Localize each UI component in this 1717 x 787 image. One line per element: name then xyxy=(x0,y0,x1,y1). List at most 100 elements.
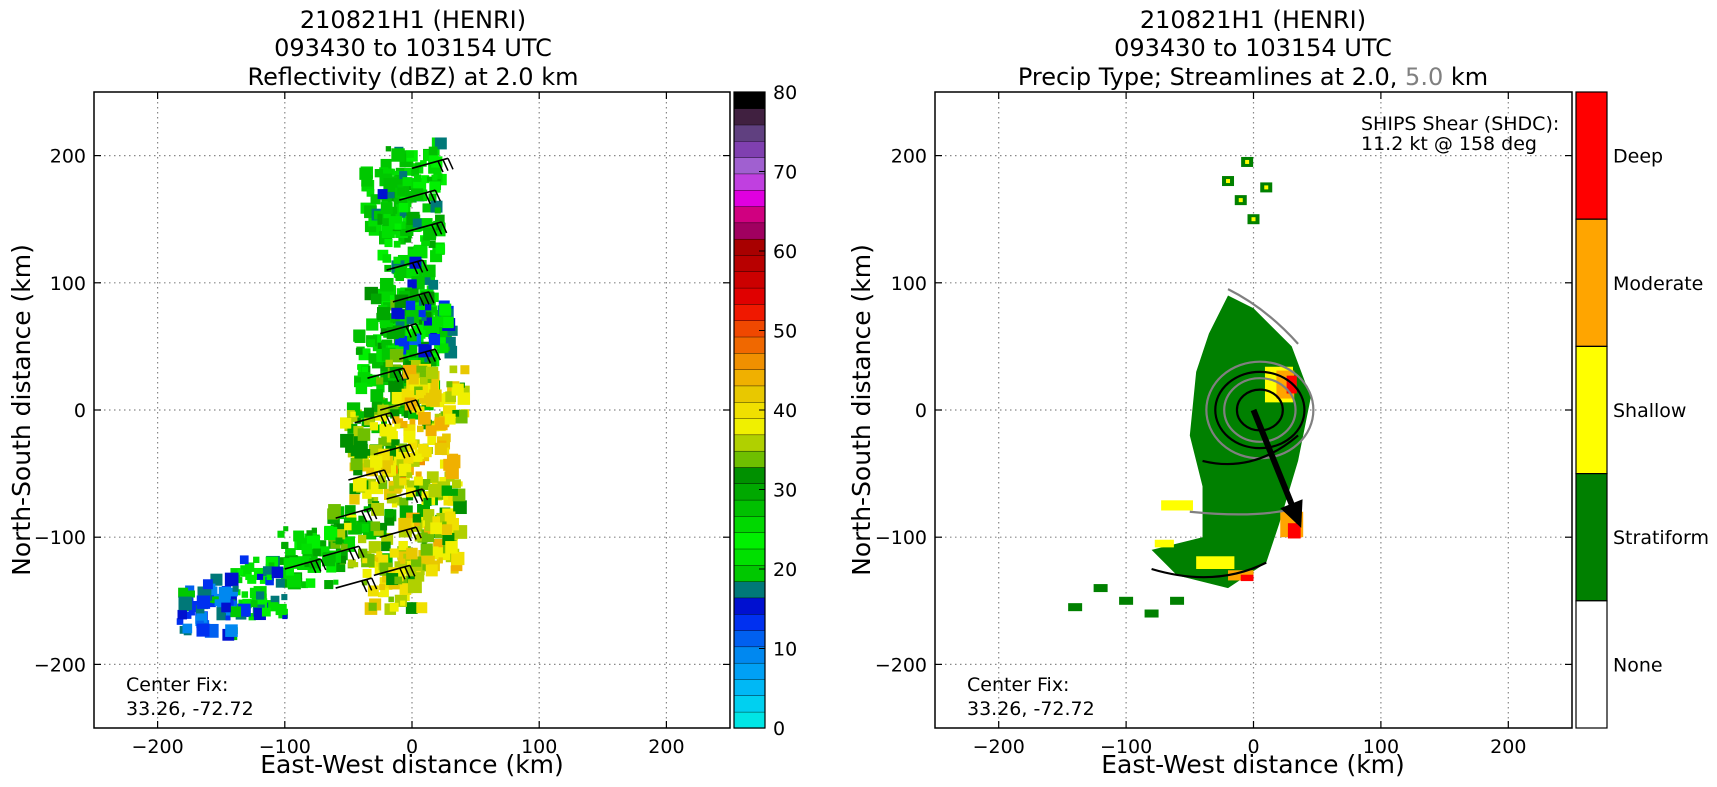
reflectivity-cell xyxy=(409,418,416,425)
reflectivity-cell xyxy=(404,167,413,176)
reflectivity-cell xyxy=(414,449,425,459)
wind-barb-flag xyxy=(397,369,405,381)
reflectivity-cell xyxy=(432,316,444,327)
precip-type-ytick-label: 200 xyxy=(891,146,927,168)
wind-barb-flag xyxy=(434,348,441,361)
reflectivity-cell xyxy=(381,541,391,552)
reflectivity-cell xyxy=(333,560,346,573)
stratiform-patch xyxy=(1170,596,1185,605)
reflectivity-cell xyxy=(270,595,280,605)
wind-barb-shaft xyxy=(335,507,372,519)
reflectivity-cell xyxy=(367,339,376,348)
reflectivity-cell xyxy=(240,565,252,577)
reflectivity-cell xyxy=(384,238,393,248)
reflectivity-cell xyxy=(350,411,356,418)
reflectivity-cell xyxy=(398,202,409,213)
reflectivity-cell xyxy=(196,611,208,623)
reflectivity-cell xyxy=(443,494,455,506)
colorbar-tick-label: 80 xyxy=(773,82,797,104)
precip-deep-cell xyxy=(1287,523,1301,539)
reflectivity-grid xyxy=(94,92,730,728)
wind-barb-flag xyxy=(409,444,416,456)
reflectivity-cell xyxy=(384,514,393,522)
reflectivity-cell xyxy=(176,618,184,625)
reflectivity-cell xyxy=(251,596,258,603)
reflectivity-cell xyxy=(225,615,231,621)
reflectivity-cell xyxy=(354,377,361,384)
colorbar-cell xyxy=(733,271,766,289)
reflectivity-cell xyxy=(353,466,363,476)
reflectivity-cell xyxy=(397,207,409,218)
reflectivity-cell xyxy=(378,448,390,461)
wind-barb-shaft xyxy=(354,411,391,424)
reflectivity-cell xyxy=(374,169,384,178)
reflectivity-cell xyxy=(337,555,347,564)
reflectivity-cell xyxy=(230,606,242,618)
wind-barb-flag xyxy=(416,490,424,502)
reflectivity-cell xyxy=(415,365,428,378)
wind-barb-flag xyxy=(442,159,449,172)
reflectivity-cell xyxy=(391,439,400,448)
reflectivity-cell xyxy=(285,548,296,559)
wind-barb-flag xyxy=(415,526,422,539)
reflectivity-cell xyxy=(407,279,417,289)
reflectivity-cell xyxy=(407,480,415,488)
reflectivity-cell xyxy=(442,433,451,443)
reflectivity-cell xyxy=(357,428,371,441)
colorbar-cell xyxy=(733,499,766,517)
reflectivity-cell xyxy=(413,476,423,486)
reflectivity-cell xyxy=(451,559,463,572)
precip-type-xtick-label: 200 xyxy=(1490,736,1526,758)
streamline xyxy=(1223,377,1297,443)
reflectivity-title-line-1: 210821H1 (HENRI) xyxy=(300,6,526,34)
reflectivity-cell xyxy=(376,377,384,385)
wind-barbs xyxy=(284,157,454,593)
wind-barb-flag xyxy=(320,558,327,571)
reflectivity-cell xyxy=(257,573,264,580)
reflectivity-cell xyxy=(184,611,192,619)
reflectivity-cell xyxy=(262,566,273,577)
reflectivity-cell xyxy=(426,471,439,484)
reflectivity-cell xyxy=(421,315,427,321)
reflectivity-cell xyxy=(399,171,408,180)
reflectivity-cell xyxy=(275,578,285,588)
reflectivity-cell xyxy=(309,558,320,569)
reflectivity-ytick-label: −200 xyxy=(34,654,86,676)
wind-barb-flag xyxy=(411,262,419,275)
reflectivity-cell xyxy=(406,150,414,158)
reflectivity-cell xyxy=(311,554,318,562)
reflectivity-cell xyxy=(210,573,223,586)
reflectivity-cell xyxy=(420,543,433,556)
reflectivity-cell xyxy=(381,339,393,351)
reflectivity-cell xyxy=(333,579,339,585)
wind-barb-flag xyxy=(435,223,443,235)
wind-barb-flag xyxy=(409,565,416,577)
reflectivity-cell xyxy=(362,489,372,499)
category-swatch xyxy=(1575,345,1608,475)
reflectivity-cell xyxy=(253,556,260,564)
shallow-patch xyxy=(1245,159,1250,164)
stratiform-region xyxy=(1151,295,1311,589)
reflectivity-xtick-label: 200 xyxy=(648,736,684,758)
reflectivity-cell xyxy=(406,331,417,342)
reflectivity-cell xyxy=(421,237,430,246)
precip-type-y-axis-label: North-South distance (km) xyxy=(847,244,876,576)
reflectivity-cell xyxy=(393,496,402,506)
reflectivity-cell xyxy=(420,160,427,167)
colorbar-tick-label: 10 xyxy=(773,639,797,661)
reflectivity-cell xyxy=(393,477,405,489)
reflectivity-cell xyxy=(390,206,398,214)
reflectivity-cell xyxy=(409,353,417,361)
reflectivity-cell xyxy=(247,574,257,584)
wind-barb-flag xyxy=(360,580,368,593)
reflectivity-cell xyxy=(406,472,413,478)
reflectivity-cell xyxy=(426,176,433,182)
category-swatch xyxy=(1575,218,1608,347)
category-label: Stratiform xyxy=(1613,527,1709,549)
reflectivity-cell xyxy=(434,417,448,431)
reflectivity-cell xyxy=(425,425,437,437)
reflectivity-cell xyxy=(326,562,337,573)
reflectivity-cell xyxy=(428,279,439,290)
reflectivity-cell xyxy=(248,613,256,621)
reflectivity-cell xyxy=(242,598,252,609)
